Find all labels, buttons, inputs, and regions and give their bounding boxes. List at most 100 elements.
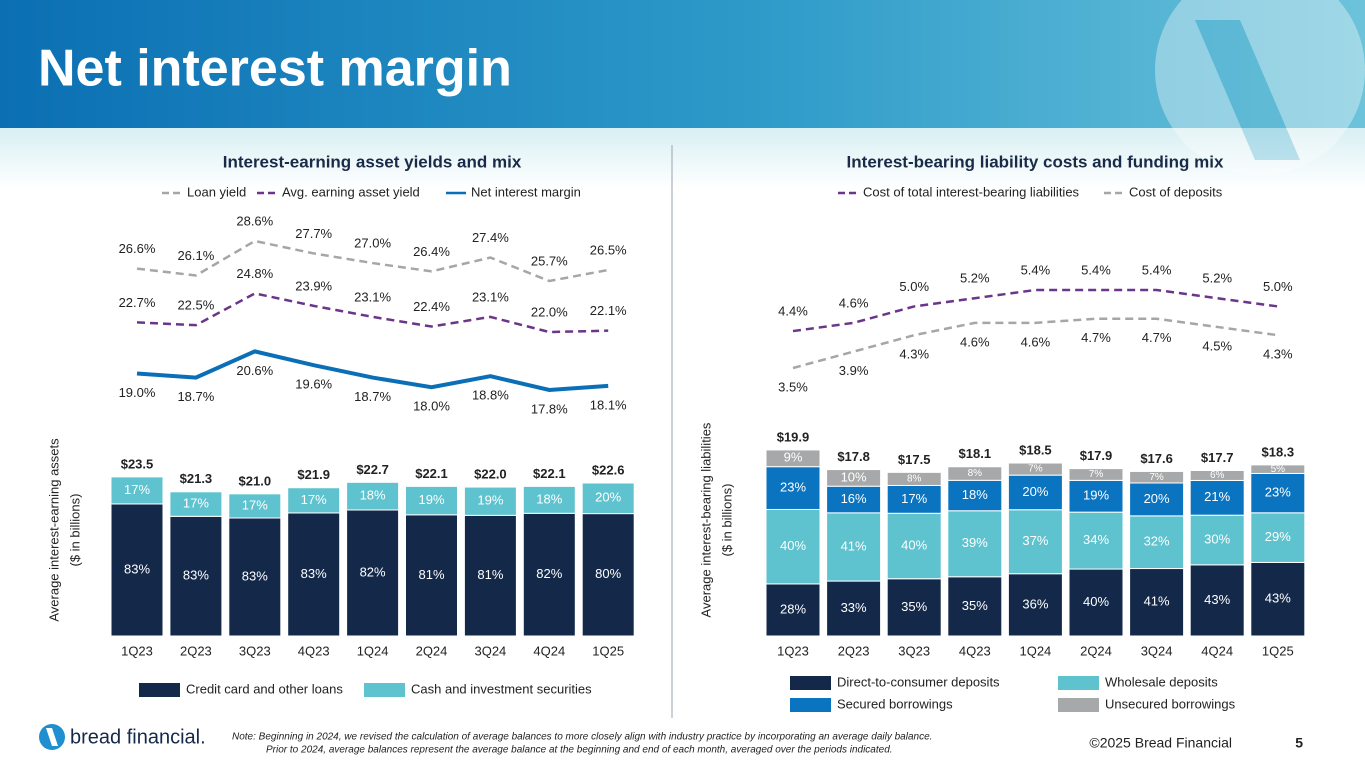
segment-label: 81% xyxy=(418,567,444,582)
data-label: 4.3% xyxy=(899,347,929,362)
data-label: 20.6% xyxy=(236,363,273,378)
segment-label: 82% xyxy=(536,566,562,581)
bar-segment xyxy=(405,485,458,516)
segment-label: 10% xyxy=(841,469,867,484)
total-label: $18.5 xyxy=(1019,442,1052,457)
data-label: 5.2% xyxy=(1202,271,1232,286)
segment-label: 19% xyxy=(477,493,503,508)
segment-label: 37% xyxy=(1022,533,1048,548)
segment-label: 18% xyxy=(360,488,386,503)
data-label: 4.6% xyxy=(839,295,869,310)
copyright: ©2025 Bread Financial xyxy=(1089,735,1232,751)
series-line xyxy=(792,317,1278,370)
data-label: 23.9% xyxy=(295,278,332,293)
total-label: $22.0 xyxy=(474,466,507,481)
bar-segment xyxy=(346,481,400,511)
legend-label: Avg. earning asset yield xyxy=(282,184,420,199)
series-line xyxy=(136,239,609,283)
bar-segment xyxy=(110,476,164,505)
segment-label: 7% xyxy=(1028,464,1043,475)
bar-segment xyxy=(947,510,1003,578)
data-label: 22.5% xyxy=(177,298,214,313)
slide-title: Net interest margin xyxy=(38,40,512,98)
data-label: 22.0% xyxy=(531,304,568,319)
bar-segment xyxy=(581,482,635,515)
legend-label: Secured borrowings xyxy=(837,696,953,711)
data-label: 27.4% xyxy=(472,230,509,245)
total-label: $22.1 xyxy=(415,466,448,481)
data-label: 27.7% xyxy=(295,226,332,241)
total-label: $17.7 xyxy=(1201,450,1234,465)
segment-label: 32% xyxy=(1144,534,1170,549)
data-label: 25.7% xyxy=(531,253,568,268)
segment-label: 33% xyxy=(841,600,867,615)
segment-label: 7% xyxy=(1149,472,1164,483)
data-label: 19.6% xyxy=(295,377,332,392)
segment-label: 9% xyxy=(784,450,803,465)
x-tick-label: 3Q24 xyxy=(474,643,506,658)
legend-label: Loan yield xyxy=(187,184,246,199)
x-tick-label: 4Q24 xyxy=(1201,643,1233,658)
x-tick-label: 2Q24 xyxy=(1080,643,1112,658)
data-label: 22.7% xyxy=(119,295,156,310)
legend-label: Direct-to-consumer deposits xyxy=(837,674,1000,689)
brand-logo xyxy=(39,724,65,750)
data-label: 4.3% xyxy=(1263,347,1293,362)
bar-segment xyxy=(110,503,164,637)
data-label: 5.4% xyxy=(1021,262,1051,277)
x-tick-label: 3Q24 xyxy=(1141,643,1173,658)
bar-segment xyxy=(1250,472,1306,514)
segment-label: 34% xyxy=(1083,532,1109,547)
segment-label: 20% xyxy=(595,490,621,505)
bar-segment xyxy=(1129,568,1185,637)
bar-segment xyxy=(765,449,821,468)
bar-segment xyxy=(1189,470,1245,481)
segment-label: 40% xyxy=(1083,594,1109,609)
bar-segment xyxy=(581,513,635,637)
legend-label: Cash and investment securities xyxy=(411,681,592,696)
legend-label: Net interest margin xyxy=(471,184,581,199)
segment-label: 17% xyxy=(124,482,150,497)
segment-label: 17% xyxy=(301,492,327,507)
footnote: Prior to 2024, average balances represen… xyxy=(266,745,893,756)
legend-swatch xyxy=(790,698,831,712)
x-tick-label: 1Q25 xyxy=(592,643,624,658)
segment-label: 30% xyxy=(1204,531,1230,546)
segment-label: 83% xyxy=(183,568,209,583)
data-label: 18.7% xyxy=(177,389,214,404)
y-axis-label: Average interest-earning assets xyxy=(46,438,61,622)
x-tick-label: 1Q23 xyxy=(121,643,153,658)
segment-label: 39% xyxy=(962,535,988,550)
bar-segment xyxy=(1068,479,1124,513)
segment-label: 29% xyxy=(1265,529,1291,544)
subheader-band xyxy=(0,128,1365,188)
segment-label: 17% xyxy=(242,497,268,512)
bar-segment xyxy=(1068,511,1124,570)
x-tick-label: 1Q23 xyxy=(777,643,809,658)
data-label: 4.6% xyxy=(960,334,990,349)
x-tick-label: 4Q23 xyxy=(959,643,991,658)
legend-swatch xyxy=(790,676,831,690)
data-label: 24.8% xyxy=(236,266,273,281)
segment-label: 8% xyxy=(968,468,983,479)
data-label: 18.8% xyxy=(472,388,509,403)
total-label: $19.9 xyxy=(777,429,810,444)
bar-segment xyxy=(1007,573,1063,637)
bar-segment xyxy=(826,469,882,487)
bar-segment xyxy=(826,485,882,514)
bar-segment xyxy=(886,471,942,486)
segment-label: 19% xyxy=(418,492,444,507)
chart-title: Interest-earning asset yields and mix xyxy=(223,152,522,171)
bar-segment xyxy=(1068,468,1124,481)
bar-segment xyxy=(287,512,341,637)
data-label: 23.1% xyxy=(354,289,391,304)
legend-swatch xyxy=(1058,676,1099,690)
data-label: 5.2% xyxy=(960,271,990,286)
total-label: $17.8 xyxy=(837,449,870,464)
total-label: $17.6 xyxy=(1140,451,1173,466)
legend-swatch xyxy=(139,683,180,697)
bar-segment xyxy=(826,580,882,637)
bar-segment xyxy=(463,486,517,516)
y-axis-label: ($ in billions) xyxy=(719,484,734,557)
x-tick-label: 3Q23 xyxy=(239,643,271,658)
